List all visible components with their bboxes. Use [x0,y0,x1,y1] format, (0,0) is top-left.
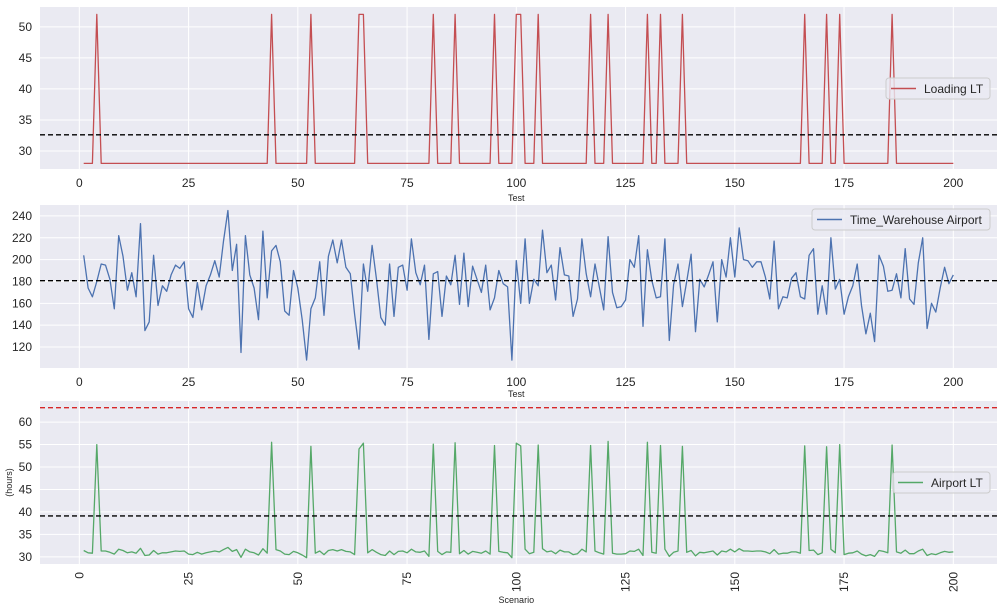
y-tick-label: 160 [12,296,32,310]
x-tick-label: 75 [400,572,414,586]
y-tick-label: 45 [19,51,33,65]
x-tick-label: 0 [76,375,83,389]
x-tick-label: 25 [182,176,196,190]
y-tick-label: 140 [12,318,32,332]
legend-label: Time_Warehouse Airport [850,213,982,227]
y-tick-label: 30 [19,550,33,564]
y-tick-label: 55 [19,438,33,452]
subplot-1: 0 25 50 75 100 125 150 175 200 30 35 40 45 50 Test Load… [19,7,997,203]
y-axis-label: (hours) [4,468,14,497]
x-tick-label: 200 [943,375,963,389]
legend-box [885,77,991,100]
x-tick-label: 50 [291,375,305,389]
legend-label: Loading LT [924,82,984,96]
legend-box [892,471,991,494]
x-tick-label: 100 [509,572,523,592]
series-line [83,440,954,559]
y-tick-label: 30 [19,144,33,158]
x-tick-label: 150 [728,572,742,592]
x-tick-label: 25 [182,375,196,389]
legend: Loading LT [885,77,991,100]
x-axis-label: Test [508,193,525,203]
x-tick-label: 125 [619,572,633,592]
x-tick-label: 75 [400,176,414,190]
plot-area [40,7,997,169]
x-tick-label: 50 [291,572,305,586]
y-tick-label: 180 [12,274,32,288]
x-tick-label: 175 [837,572,851,592]
plot-area [40,401,997,564]
y-tick-label: 60 [19,415,33,429]
x-axis-label: Test [508,389,525,399]
x-tick-label: 100 [506,375,526,389]
y-tick-label: 220 [12,231,32,245]
y-tick-label: 200 [12,253,32,267]
x-tick-label: 0 [72,572,86,579]
subplot-3: 0 25 50 75 100 125 150 175 200 30 35 40 45 50 55 60 Scen… [4,401,997,605]
y-tick-label: 35 [19,527,33,541]
legend-label: Airport LT [931,476,983,490]
y-tick-label: 240 [12,209,32,223]
x-tick-label: 75 [400,375,414,389]
x-tick-label: 0 [76,176,83,190]
legend: Airport LT [892,471,991,494]
y-tick-label: 50 [19,460,33,474]
y-tick-label: 45 [19,482,33,496]
y-tick-label: 50 [19,20,33,34]
legend: Time_Warehouse Airport [811,208,991,231]
x-tick-label: 200 [943,176,963,190]
x-tick-label: 150 [725,375,745,389]
y-tick-label: 35 [19,113,33,127]
x-tick-label: 175 [834,375,854,389]
y-tick-label: 40 [19,82,33,96]
x-tick-label: 125 [616,375,636,389]
x-tick-label: 50 [291,176,305,190]
subplot-2: 0 25 50 75 100 125 150 175 200 120 140 160 180 200 220… [12,205,997,399]
series-line [83,13,954,165]
x-tick-label: 150 [725,176,745,190]
x-tick-label: 25 [182,572,196,586]
series-line [83,209,954,361]
x-axis-label: Scenario [499,595,535,605]
y-tick-label: 40 [19,505,33,519]
x-tick-label: 100 [506,176,526,190]
x-tick-label: 175 [834,176,854,190]
x-tick-label: 200 [946,572,960,592]
y-tick-label: 120 [12,340,32,354]
x-tick-label: 125 [616,176,636,190]
legend-box [811,208,991,231]
